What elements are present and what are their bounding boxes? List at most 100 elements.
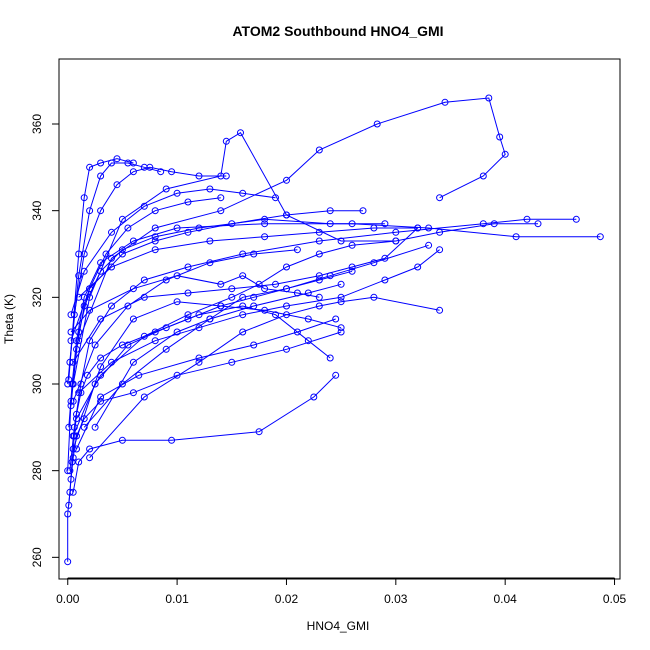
data-point [283, 302, 290, 310]
data-point [97, 371, 105, 379]
series-line [68, 331, 342, 506]
data-point [73, 445, 80, 453]
data-point [118, 246, 126, 254]
series-line [72, 249, 298, 402]
y-tick-label: 340 [30, 200, 44, 220]
data-point [135, 371, 143, 379]
data-point [293, 328, 301, 336]
data-point [69, 488, 77, 496]
data-series [64, 163, 230, 388]
data-point [206, 315, 214, 323]
data-point [129, 285, 137, 293]
data-series [69, 129, 400, 388]
data-point [283, 311, 290, 319]
data-series [73, 315, 340, 453]
data-point [108, 228, 115, 236]
data-point [217, 280, 225, 288]
data-point [228, 293, 236, 301]
series-layer [64, 94, 604, 566]
data-point [65, 501, 73, 509]
data-point [140, 332, 148, 340]
data-point [337, 280, 345, 288]
data-point [151, 246, 159, 254]
data-point [239, 311, 247, 319]
data-point [261, 285, 269, 293]
data-point [168, 168, 176, 176]
chart-title: ATOM2 Southbound HNO4_GMI [232, 23, 443, 39]
data-point [436, 194, 444, 202]
data-point [113, 155, 121, 163]
x-axis-label: HNO4_GMI [307, 619, 370, 633]
data-point [140, 163, 148, 171]
series-line [70, 275, 320, 333]
data-point [108, 263, 115, 271]
data-point [64, 467, 72, 475]
data-point [64, 510, 72, 518]
data-point [315, 228, 323, 236]
data-point [261, 306, 269, 314]
data-point [436, 306, 444, 314]
data-series [67, 215, 389, 410]
data-point [124, 341, 132, 349]
data-point [534, 220, 542, 228]
data-point [490, 220, 498, 228]
data-point [97, 393, 105, 401]
data-point [217, 207, 225, 215]
data-point [293, 246, 301, 254]
data-point [173, 371, 181, 379]
y-tick-label: 260 [30, 547, 44, 567]
data-series [73, 220, 542, 423]
data-point [250, 302, 258, 310]
data-point [255, 280, 263, 288]
data-point [272, 194, 279, 202]
data-point [162, 324, 170, 332]
data-point [381, 276, 389, 284]
data-point [381, 220, 389, 228]
data-point [596, 233, 604, 241]
data-point [80, 194, 88, 202]
data-point [118, 436, 126, 444]
x-tick-label: 0.00 [56, 592, 80, 606]
data-point [326, 354, 334, 362]
data-point [151, 337, 159, 345]
data-point [91, 341, 99, 349]
data-point [425, 224, 433, 232]
data-series [75, 224, 422, 301]
series-line [83, 244, 429, 428]
data-point [315, 293, 323, 301]
data-point [184, 228, 192, 236]
data-point [436, 246, 444, 254]
data-point [151, 207, 159, 215]
data-point [69, 432, 77, 440]
data-point [67, 328, 75, 336]
data-point [441, 98, 449, 106]
data-point [348, 263, 356, 271]
data-point [304, 337, 312, 345]
data-point [479, 220, 487, 228]
data-point [91, 380, 99, 388]
data-series [69, 298, 345, 453]
y-tick-label: 360 [30, 114, 44, 134]
data-point [272, 311, 279, 319]
data-point [173, 298, 181, 306]
x-tick-label: 0.04 [493, 592, 517, 606]
data-point [348, 267, 356, 275]
data-point [118, 215, 126, 223]
data-point [414, 263, 422, 271]
data-point [69, 445, 77, 453]
data-point [67, 475, 75, 483]
data-point [75, 458, 83, 466]
data-point [168, 436, 176, 444]
data-point [512, 233, 520, 241]
data-point [129, 168, 137, 176]
data-point [332, 371, 340, 379]
data-point [250, 293, 258, 301]
data-point [315, 237, 323, 245]
data-series [65, 155, 137, 384]
data-point [272, 280, 279, 288]
data-point [337, 324, 345, 332]
data-series [69, 246, 301, 405]
data-point [140, 276, 148, 284]
data-point [75, 389, 83, 397]
